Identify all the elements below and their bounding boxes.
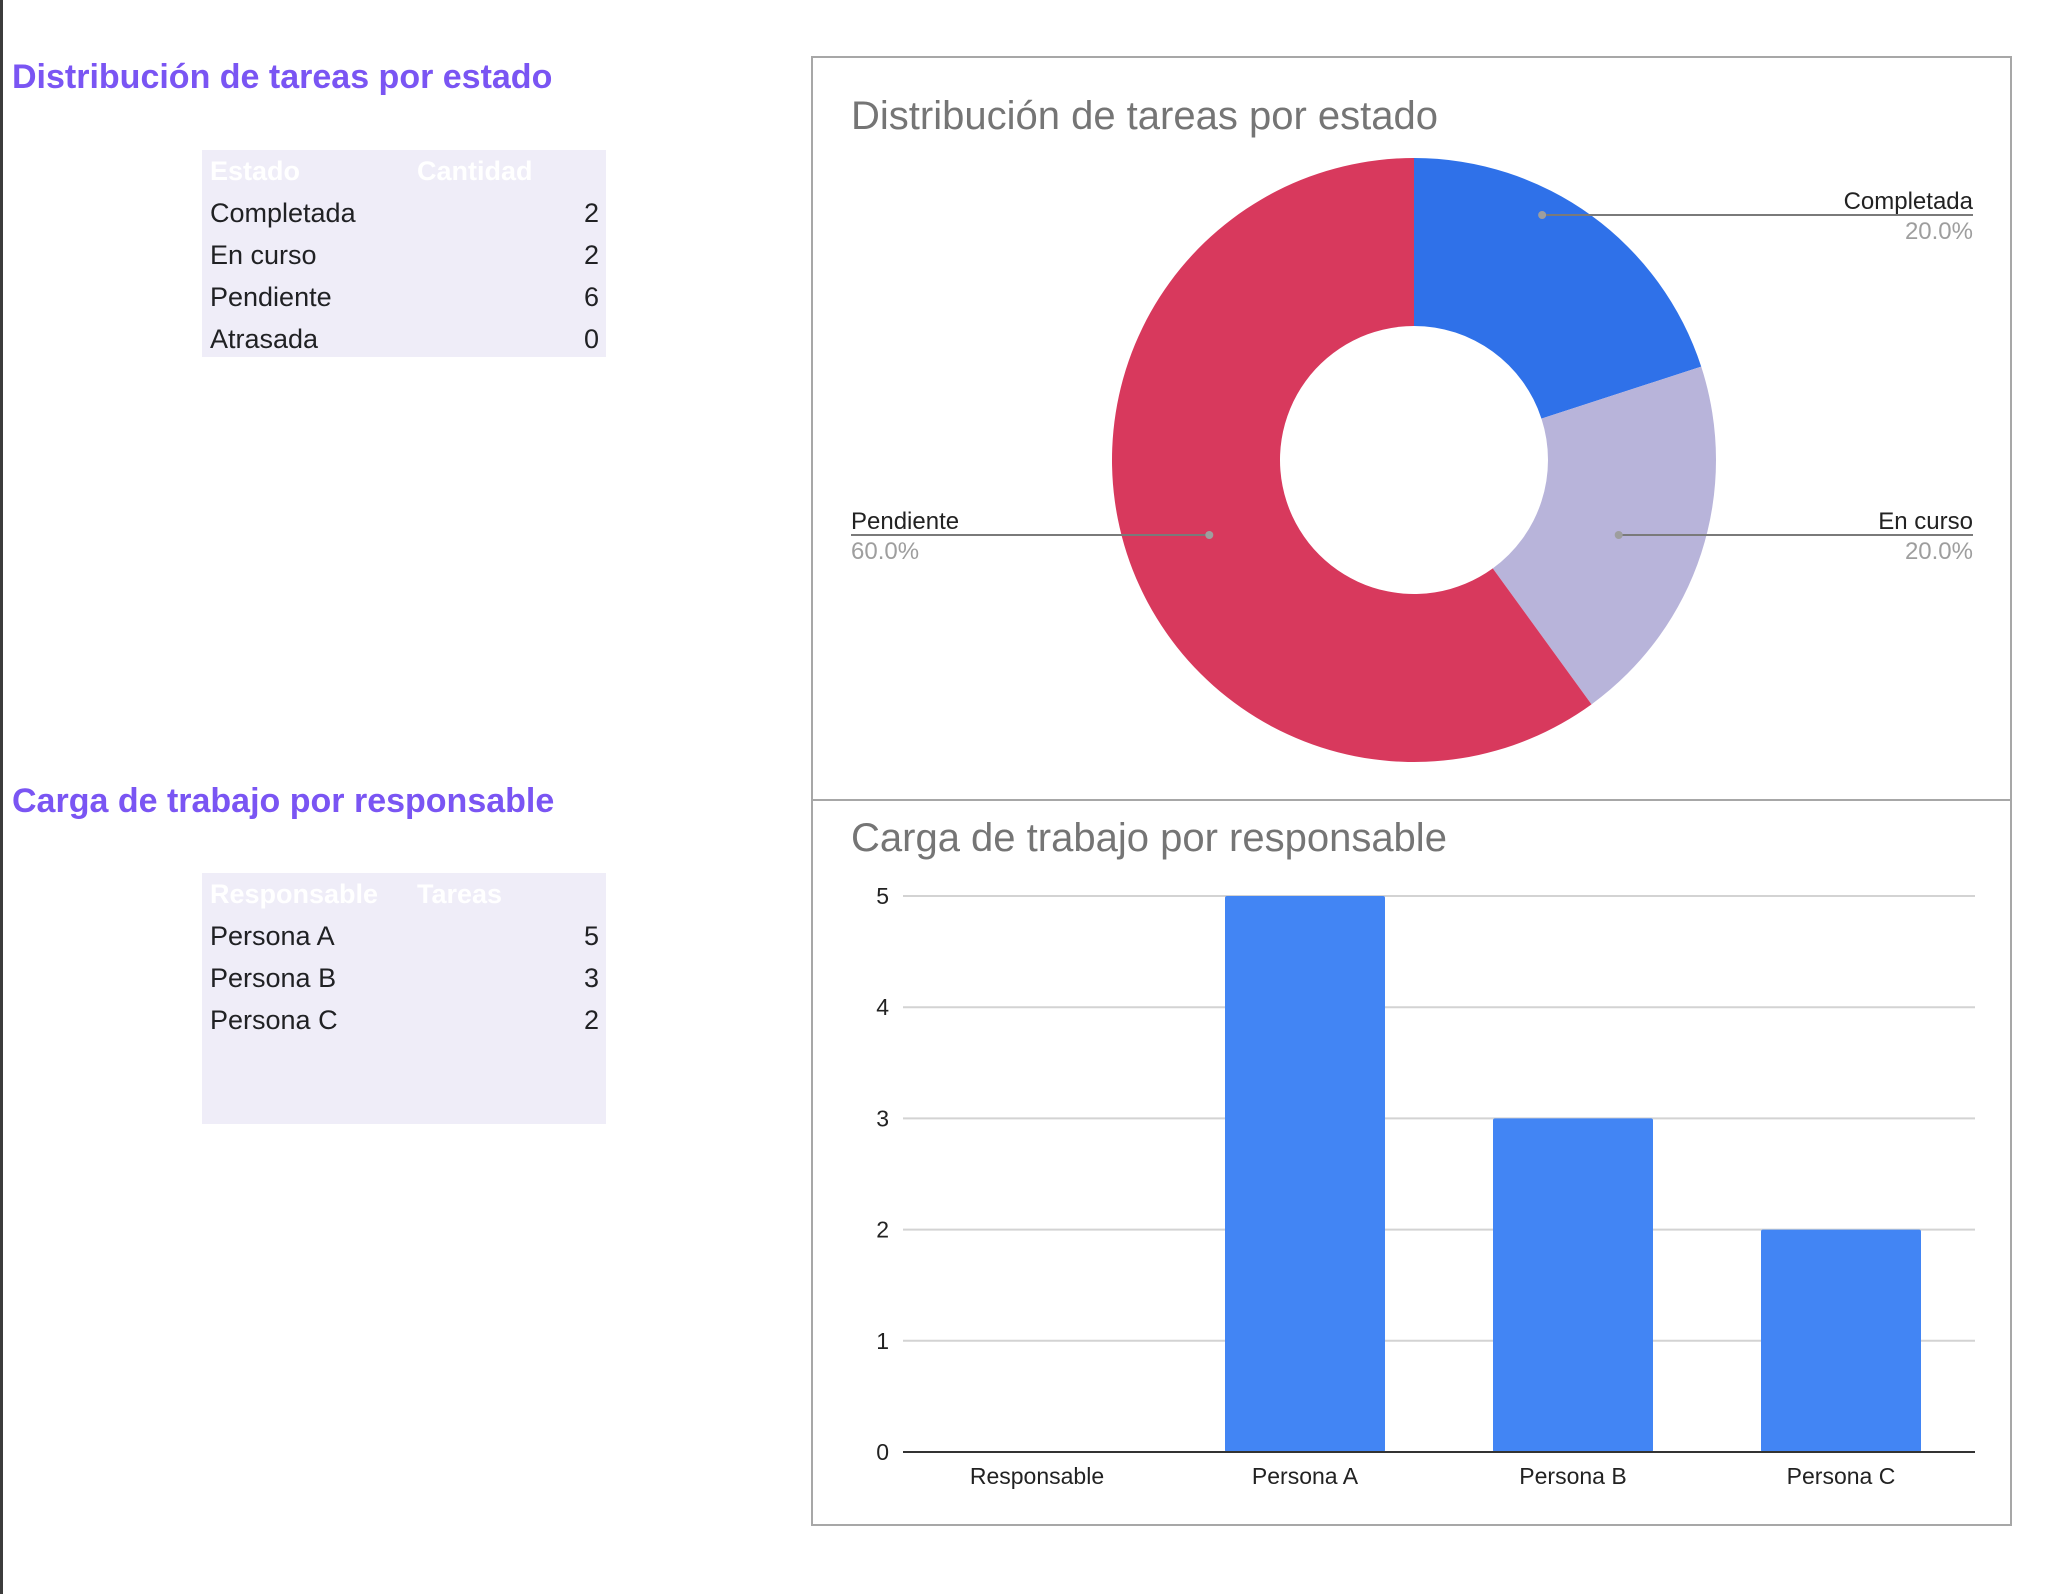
donut-label-pendiente: Pendiente: [851, 508, 959, 535]
status-table-header: Estado Cantidad: [202, 150, 606, 192]
donut-leader-dot: [1205, 531, 1214, 539]
x-tick-label: Persona A: [1252, 1463, 1359, 1489]
y-tick-label: 5: [876, 883, 889, 909]
y-tick-label: 2: [876, 1217, 889, 1243]
donut-percent-pendiente: 60.0%: [851, 538, 919, 565]
workload-section-title: Carga de trabajo por responsable: [12, 782, 555, 820]
bar-chart[interactable]: 0 1 2 3 4 5 Responsable Persona A Persona B Perso…: [813, 801, 2010, 1524]
workload-table-header: Responsable Tareas: [202, 873, 606, 915]
table-row[interactable]: Completada 2: [202, 192, 606, 234]
status-section-title: Distribución de tareas por estado: [12, 58, 553, 96]
bar-chart-panel[interactable]: Carga de trabajo por responsable 0 1 2 3 4 5 R…: [811, 799, 2012, 1526]
row-value: 0: [583, 323, 599, 354]
bar-chart-title: Carga de trabajo por responsable: [851, 816, 1447, 860]
row-label: Atrasada: [210, 323, 319, 354]
workload-table: Responsable Tareas Persona A 5 Persona B…: [202, 873, 606, 1124]
donut-percent-en-curso: 20.0%: [1905, 538, 1973, 565]
y-tick-label: 3: [876, 1105, 889, 1131]
table-row[interactable]: Persona A 5: [202, 915, 606, 957]
row-label: Persona A: [210, 920, 335, 951]
page-left-border: [0, 0, 3, 1594]
row-label: Persona B: [210, 962, 337, 993]
donut-chart[interactable]: Completada 20.0% En curso 20.0% Pendiente 60.…: [813, 58, 2010, 799]
row-value: 5: [583, 920, 599, 951]
status-table-header-estado: Estado: [210, 155, 301, 186]
x-tick-label: Persona C: [1787, 1463, 1896, 1489]
status-table-header-cantidad: Cantidad: [417, 155, 533, 186]
bar-persona-c[interactable]: [1761, 1229, 1921, 1452]
row-label: Persona C: [210, 1004, 338, 1035]
y-tick-label: 0: [876, 1439, 889, 1465]
table-row[interactable]: Persona B 3: [202, 957, 606, 999]
x-tick-label: Responsable: [970, 1463, 1104, 1489]
donut-chart-panel[interactable]: Distribución de tareas por estado Comple…: [811, 56, 2012, 801]
donut-chart-title: Distribución de tareas por estado: [851, 94, 1438, 138]
workload-table-header-tareas: Tareas: [417, 878, 503, 909]
donut-label-en-curso: En curso: [1878, 508, 1973, 535]
row-value: 6: [583, 281, 599, 312]
donut-leader-dot: [1538, 211, 1547, 219]
y-tick-label: 1: [876, 1328, 889, 1354]
row-value: 2: [583, 197, 599, 228]
workload-table-header-responsable: Responsable: [210, 878, 379, 909]
donut-leader-dot: [1614, 531, 1623, 539]
row-label: Completada: [210, 197, 356, 228]
donut-slice-pendiente[interactable]: [1111, 158, 1592, 762]
bar-persona-a[interactable]: [1225, 896, 1385, 1452]
row-label: Pendiente: [210, 281, 332, 312]
donut-label-completada: Completada: [1844, 188, 1974, 215]
donut-slice-en-curso[interactable]: [1492, 366, 1716, 705]
y-tick-label: 4: [876, 994, 889, 1020]
status-table: Estado Cantidad Completada 2 En curso 2 …: [202, 150, 606, 357]
x-tick-label: Persona B: [1519, 1463, 1626, 1489]
row-label: En curso: [210, 239, 317, 270]
table-row[interactable]: Atrasada 0: [202, 318, 606, 360]
row-value: 3: [583, 962, 599, 993]
donut-percent-completada: 20.0%: [1905, 218, 1973, 245]
row-value: 2: [583, 1004, 599, 1035]
table-row[interactable]: Persona C 2: [202, 999, 606, 1041]
row-value: 2: [583, 239, 599, 270]
table-row[interactable]: Pendiente 6: [202, 276, 606, 318]
table-row[interactable]: En curso 2: [202, 234, 606, 276]
bar-persona-b[interactable]: [1493, 1118, 1653, 1452]
donut-slice-completada[interactable]: [1414, 158, 1702, 419]
